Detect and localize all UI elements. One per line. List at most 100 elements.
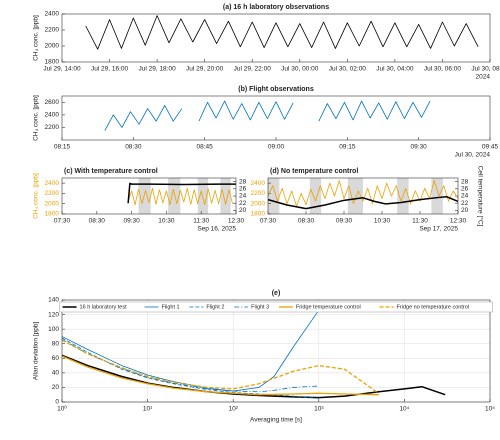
shaded-interval (168, 178, 181, 214)
plot-frame (61, 299, 491, 403)
x-tick-label: 10⁵ (485, 406, 495, 413)
x-tick-label: 09:30 (411, 144, 428, 151)
date-note: Sep 16, 2025 (197, 226, 236, 233)
shaded-interval (268, 178, 280, 214)
x-tick-label: 08:45 (197, 144, 214, 151)
x-tick-label: 09:45 (482, 144, 499, 151)
y-tick-label: 40 (52, 370, 60, 377)
x-tick-label: 08:30 (298, 218, 315, 225)
chart-title: (a) 16 h laboratory observations (223, 4, 329, 11)
x-tick-label: 10¹ (143, 406, 153, 413)
y2-tick-label: 20 (461, 207, 469, 214)
y-tick-label: 0 (55, 399, 59, 406)
x-tick-label: 07:30 (54, 218, 71, 225)
x-tick-label: 09:15 (339, 144, 356, 151)
x-tick-label: Jul 30, 04:00 (376, 66, 414, 73)
shaded-interval (347, 178, 363, 214)
x-tick-label: Jul 30, 08:00 (471, 66, 500, 73)
x-tick-label: Jul 29, 22:00 (234, 66, 272, 73)
x-tick-label: 10² (228, 406, 238, 413)
y-tick-label: 2600 (45, 99, 60, 106)
y-tick-label: 120 (48, 311, 59, 318)
data-line (104, 100, 431, 131)
data-line (267, 195, 459, 210)
y2-tick-label: 20 (239, 207, 247, 214)
legend-label: Fridge temperature control (296, 304, 361, 310)
x-tick-label: 12:30 (228, 218, 245, 225)
data-line (61, 339, 380, 394)
x-axis-label: Averaging time [s] (250, 417, 302, 424)
y-tick-label: 2200 (45, 190, 60, 197)
x-tick-label: 11:30 (193, 218, 209, 225)
shaded-interval (309, 178, 322, 214)
data-line (61, 309, 320, 392)
chart-title: (e) (272, 290, 281, 297)
data-line (267, 180, 459, 207)
y-tick-label: 2200 (251, 190, 266, 197)
x-tick-label: Jul 29, 20:00 (186, 66, 224, 73)
y2-tick-label: 24 (239, 193, 247, 200)
x-tick-label: 12:30 (450, 218, 467, 225)
y2-tick-label: 28 (239, 178, 247, 185)
legend-label: Flight 1 (162, 304, 180, 310)
date-note: 2024 (476, 74, 491, 81)
y2-tick-label: 26 (461, 186, 469, 193)
y-tick-label: 20 (52, 384, 60, 391)
y-tick-label: 1800 (45, 211, 60, 218)
chart-title: (b) Flight observations (238, 86, 314, 93)
plot-frame (61, 95, 491, 141)
data-line (61, 338, 319, 393)
y-tick-label: 2200 (45, 27, 60, 34)
y2-tick-label: 22 (239, 200, 247, 207)
legend-box (59, 301, 493, 313)
y-tick-label: 2400 (45, 112, 60, 119)
y-tick-label: 1800 (251, 211, 266, 218)
legend-label: Fridge no temperature control (397, 304, 469, 310)
x-tick-label: 10⁰ (57, 405, 67, 413)
plot-frame (61, 177, 237, 215)
y2-tick-label: 22 (461, 200, 469, 207)
data-line (85, 15, 479, 50)
y-tick-label: 2400 (45, 11, 60, 18)
x-tick-label: Jul 29, 14:00 (43, 66, 81, 73)
y-axis-label: CH₄ conc. [ppb] (33, 95, 40, 141)
y-axis-label: Allan deviation [ppb] (33, 322, 40, 381)
y-tick-label: 100 (48, 326, 59, 333)
data-line (61, 355, 379, 396)
legend-label: Flight 2 (206, 304, 224, 310)
shaded-interval (197, 178, 209, 214)
x-tick-label: 08:30 (89, 218, 106, 225)
x-tick-label: 08:15 (54, 144, 71, 151)
x-tick-label: 08:30 (125, 144, 142, 151)
plot-frame (61, 13, 491, 63)
y-tick-label: 1800 (45, 59, 60, 66)
legend-label: Flight 3 (251, 304, 269, 310)
x-tick-label: 11:30 (412, 218, 428, 225)
shaded-interval (138, 178, 151, 214)
y-tick-label: 2400 (45, 180, 60, 187)
date-note: Jul 30, 2024 (455, 152, 491, 159)
chart-title: (d) No temperature control (270, 168, 358, 175)
date-note: Sep 17, 2025 (419, 226, 458, 233)
y2-tick-label: 28 (461, 178, 469, 185)
x-tick-label: 09:30 (336, 218, 353, 225)
x-tick-label: 10:30 (158, 218, 175, 225)
x-tick-label: 07:30 (260, 218, 277, 225)
chart-title: (c) With temperature control (64, 168, 158, 175)
y2-axis-label: Cell temperature [°C] (476, 166, 484, 227)
x-tick-label: Jul 30, 00:00 (281, 66, 319, 73)
shaded-interval (220, 178, 231, 214)
y-tick-label: 2000 (45, 200, 60, 207)
y-axis-label: CH₄ conc. [ppb] (33, 173, 40, 219)
x-tick-label: 10⁴ (399, 406, 409, 413)
x-tick-label: Jul 29, 18:00 (138, 66, 176, 73)
x-tick-label: 09:00 (268, 144, 285, 151)
y-tick-label: 2000 (45, 43, 60, 50)
x-tick-label: 09:30 (123, 218, 140, 225)
legend-label: 16 h laboratory test (80, 304, 128, 310)
x-tick-label: Jul 30, 06:00 (424, 66, 462, 73)
y-tick-label: 2400 (251, 180, 266, 187)
y2-tick-label: 26 (239, 186, 247, 193)
shaded-interval (431, 178, 443, 214)
